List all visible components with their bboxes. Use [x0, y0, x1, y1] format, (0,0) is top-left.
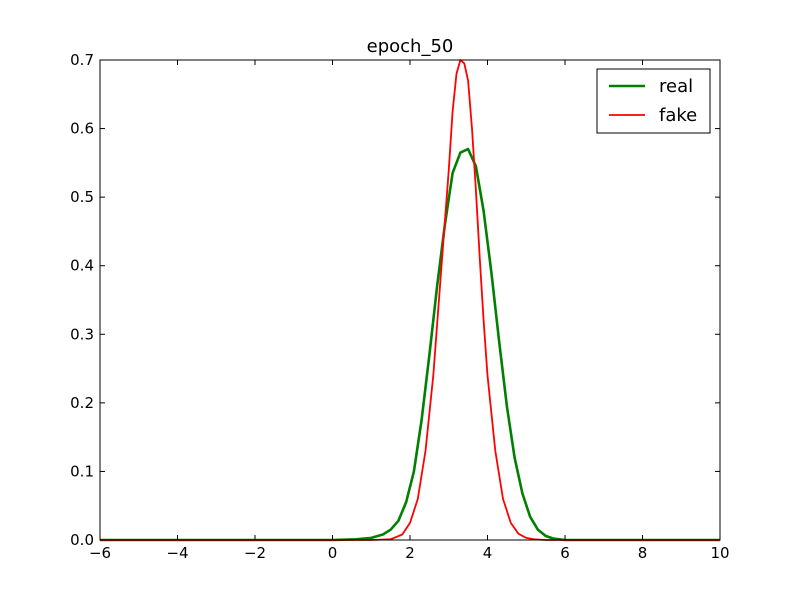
y-tick-label: 0.3: [70, 325, 94, 343]
x-tick-label: −2: [244, 544, 266, 562]
y-tick-label: 0.6: [70, 120, 94, 138]
legend-label-real: real: [659, 76, 693, 97]
y-tick-label: 0.0: [70, 531, 94, 549]
y-tick-label: 0.5: [70, 188, 94, 206]
y-tick-label: 0.2: [70, 394, 94, 412]
x-tick-label: 4: [483, 544, 493, 562]
y-tick-label: 0.7: [70, 51, 94, 69]
y-tick-label: 0.4: [70, 257, 94, 275]
x-tick-label: 10: [710, 544, 729, 562]
x-tick-label: 6: [560, 544, 570, 562]
x-tick-label: −6: [89, 544, 111, 562]
legend-box: [596, 68, 711, 134]
x-tick-label: 8: [638, 544, 648, 562]
x-tick-label: 0: [328, 544, 338, 562]
chart-title: epoch_50: [367, 36, 454, 57]
legend: real fake: [596, 68, 711, 134]
x-axis: −6 −4 −2 0 2 4 6 8 10: [89, 60, 730, 562]
plot-area: [100, 60, 720, 540]
series-layer: [100, 59, 720, 542]
plot-background: [100, 60, 720, 540]
legend-label-fake: fake: [659, 105, 697, 126]
series-line-real: [100, 147, 720, 542]
y-axis: 0.0 0.1 0.2 0.3 0.4 0.5 0.6 0.7: [70, 51, 720, 549]
x-tick-label: 2: [405, 544, 415, 562]
y-tick-label: 0.1: [70, 462, 94, 480]
x-tick-label: −4: [166, 544, 188, 562]
series-line-fake: [100, 59, 720, 541]
